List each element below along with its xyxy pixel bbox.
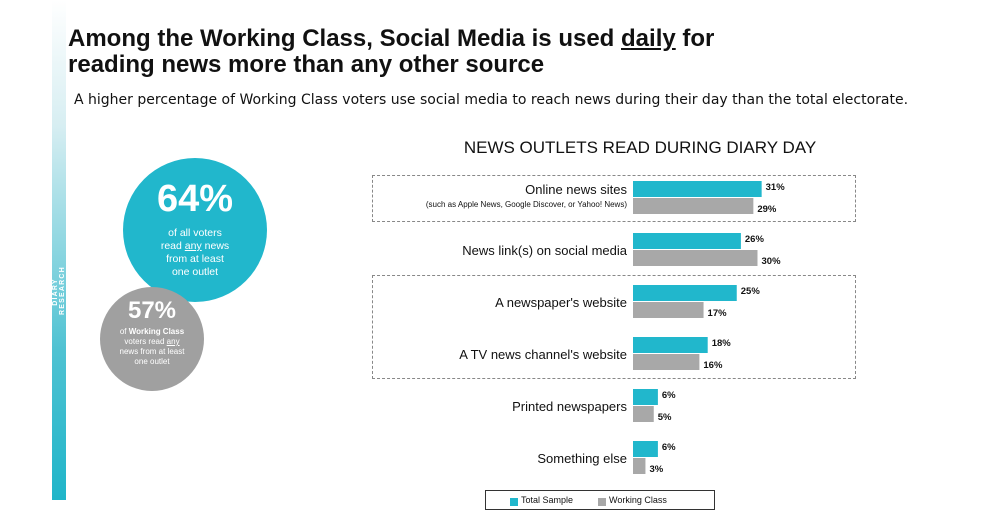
data-label-working: 16%	[703, 360, 723, 371]
bar-working	[633, 458, 646, 474]
bar-total	[633, 337, 708, 353]
side-accent-strip	[52, 0, 66, 500]
data-label-working: 3%	[649, 464, 663, 475]
bar-working	[633, 354, 700, 370]
legend-label-total: Total Sample	[521, 495, 574, 505]
chart-title: NEWS OUTLETS READ DURING DIARY DAY	[463, 138, 817, 157]
all-voters-percent: 64%	[156, 178, 234, 220]
bar-total	[633, 233, 741, 249]
title-text-1: Among the Working Class, Social Media is…	[68, 25, 622, 52]
category-label: Printed newspapers	[512, 399, 627, 414]
data-label-total: 25%	[741, 286, 761, 297]
category-label: Something else	[537, 451, 627, 466]
chart-legend: Total Sample Working Class	[485, 490, 715, 510]
category-note: (such as Apple News, Google Discover, or…	[426, 200, 627, 209]
legend-label-working: Working Class	[609, 495, 667, 505]
bar-working	[633, 198, 754, 214]
data-label-total: 6%	[662, 442, 676, 453]
category-label: A TV news channel's website	[459, 347, 627, 362]
title-underlined-word: daily	[621, 25, 676, 52]
title-line-2: reading news more than any other source	[68, 51, 545, 78]
data-label-working: 29%	[757, 204, 777, 215]
page-subtitle: A higher percentage of Working Class vot…	[74, 92, 909, 108]
data-label-working: 5%	[658, 412, 672, 423]
bar-total	[633, 181, 762, 197]
data-label-total: 26%	[745, 234, 765, 245]
legend-swatch-working	[598, 498, 606, 506]
bar-total	[633, 389, 658, 405]
category-label: A newspaper's website	[495, 295, 627, 310]
category-label: Online news sites	[525, 182, 627, 197]
bar-total	[633, 285, 737, 301]
working-class-percent: 57%	[127, 297, 177, 324]
working-class-caption: of Working Class voters read any news fr…	[119, 327, 185, 366]
category-label: News link(s) on social media	[462, 243, 627, 258]
legend-swatch-total	[510, 498, 518, 506]
page-title: Among the Working Class, Social Media is…	[68, 26, 928, 78]
all-voters-caption: of all voters read any news from at leas…	[160, 227, 230, 278]
group-box-top	[372, 175, 856, 222]
data-label-working: 30%	[762, 256, 782, 267]
all-voters-callout: 64% of all voters read any news from at …	[123, 158, 267, 302]
bar-working	[633, 250, 758, 266]
bar-working	[633, 406, 654, 422]
bar-working	[633, 302, 704, 318]
data-label-total: 6%	[662, 390, 676, 401]
working-class-callout: 57% of Working Class voters read any new…	[100, 287, 204, 391]
data-label-total: 18%	[712, 338, 732, 349]
data-label-total: 31%	[766, 182, 786, 193]
group-box-middle	[372, 275, 856, 379]
title-text-2: for	[675, 25, 715, 52]
data-label-working: 17%	[708, 308, 728, 319]
bar-total	[633, 441, 658, 457]
